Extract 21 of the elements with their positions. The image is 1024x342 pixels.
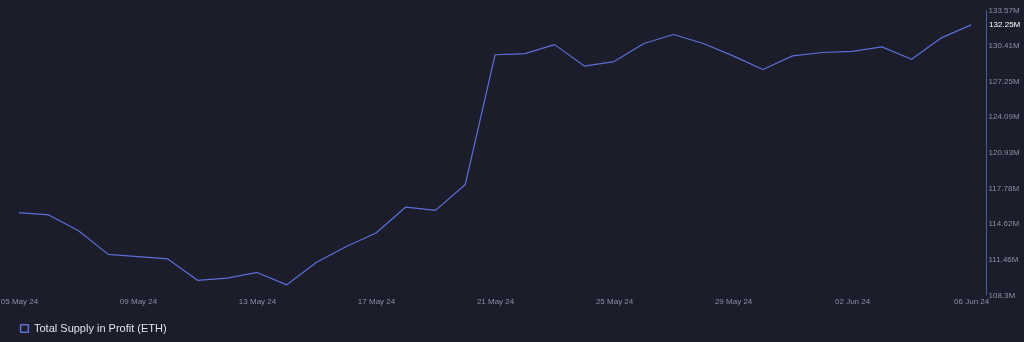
y-tick-label: 124.09M [988,112,1020,122]
x-tick-label: 02 Jun 24 [835,296,871,306]
x-tick-label: 25 May 24 [595,296,634,306]
y-tick-label: 130.41M [988,41,1020,51]
legend-label: Total Supply in Profit (ETH) [34,321,167,334]
y-tick-label: 117.78M [988,183,1020,193]
x-tick-label: 05 May 24 [0,296,39,306]
annotation: 132.25M [989,19,1021,29]
y-tick-label: 108.3M [988,290,1016,300]
y-tick-label: 133.57M [988,5,1020,15]
x-tick-label: 13 May 24 [238,296,277,306]
y-tick-label: 120.93M [988,148,1020,158]
line-series [18,24,972,286]
y-tick-label: 127.25M [988,76,1020,86]
y-tick-label: 114.62M [988,219,1020,229]
x-tick-label: 21 May 24 [476,296,515,306]
y-tick-label: 111.46M [988,254,1019,264]
x-tick-label: 09 May 24 [119,296,158,306]
x-tick-label: 17 May 24 [357,296,396,306]
x-tick-label: 29 May 24 [714,296,753,306]
x-tick-label: 06 Jun 24 [954,296,990,306]
